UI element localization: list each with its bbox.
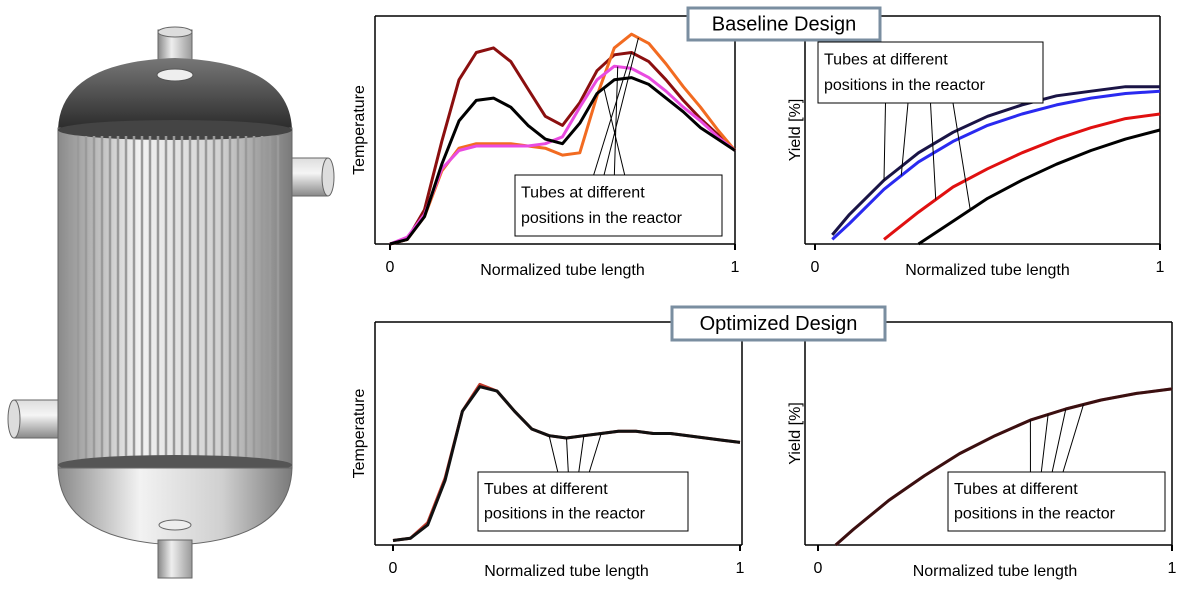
annotation-line: Tubes at different [824, 52, 948, 69]
y-axis-label: Temperature [351, 85, 368, 175]
annotation-pointer [1041, 415, 1048, 472]
annotation-pointer [1063, 405, 1083, 472]
annotation-pointer [884, 103, 886, 180]
annotation-line: positions in the reactor [954, 506, 1116, 523]
annotation-pointer [953, 103, 970, 210]
annotation-line: positions in the reactor [824, 77, 986, 94]
x-tick-label: 1 [1168, 560, 1177, 577]
x-tick-label: 0 [814, 560, 823, 577]
x-axis-label: Normalized tube length [905, 262, 1070, 279]
annotation-line: Tubes at different [954, 481, 1078, 498]
x-tick-label: 0 [811, 259, 820, 276]
series-line [884, 114, 1160, 239]
annotation-pointer [1052, 409, 1066, 472]
section-title: Optimized Design [700, 313, 858, 335]
annotation-pointer [567, 438, 569, 472]
annotation-pointer [594, 52, 632, 175]
section-title: Baseline Design [712, 13, 857, 35]
y-axis-label: Yield [%] [787, 99, 804, 162]
y-axis-label: Temperature [351, 388, 368, 478]
reactor-drawing [8, 27, 334, 578]
annotation-line: positions in the reactor [521, 210, 683, 227]
y-axis-label: Yield [%] [787, 402, 804, 465]
x-axis-label: Normalized tube length [480, 262, 645, 279]
x-tick-label: 0 [386, 259, 395, 276]
x-tick-label: 1 [731, 259, 740, 276]
x-axis-label: Normalized tube length [484, 563, 649, 580]
annotation-line: Tubes at different [521, 185, 645, 202]
annotation-pointer [579, 436, 584, 472]
series-line [832, 87, 1160, 235]
x-tick-label: 1 [1156, 259, 1165, 276]
annotation-line: Tubes at different [484, 481, 608, 498]
annotation-line: positions in the reactor [484, 506, 646, 523]
x-tick-label: 0 [389, 560, 398, 577]
annotation-pointer [589, 434, 601, 473]
x-axis-label: Normalized tube length [913, 563, 1078, 580]
x-tick-label: 1 [736, 560, 745, 577]
annotation-pointer [549, 436, 558, 472]
